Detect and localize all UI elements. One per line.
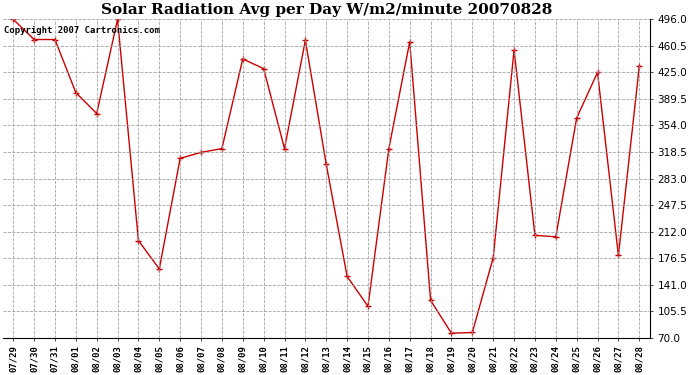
- Text: Copyright 2007 Cartronics.com: Copyright 2007 Cartronics.com: [4, 26, 160, 35]
- Title: Solar Radiation Avg per Day W/m2/minute 20070828: Solar Radiation Avg per Day W/m2/minute …: [101, 3, 552, 17]
